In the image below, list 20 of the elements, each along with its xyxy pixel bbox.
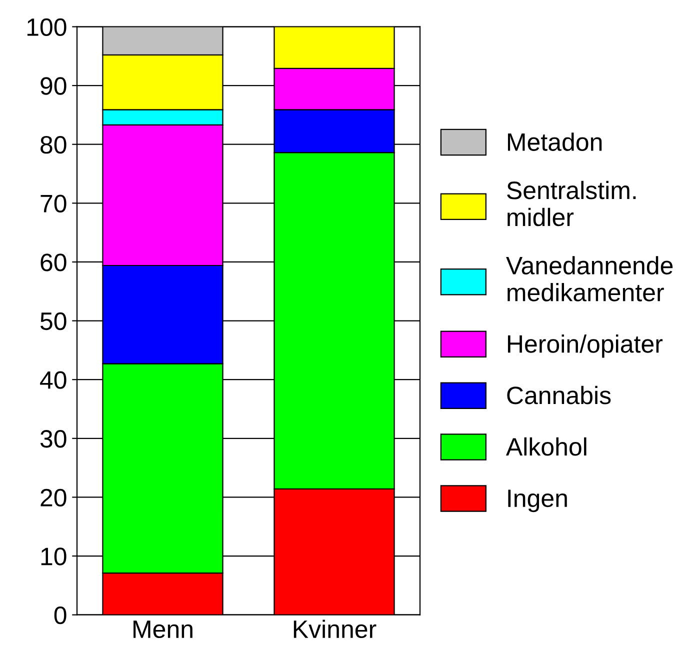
y-tick-label: 10: [41, 548, 66, 566]
legend-label: Alkohol: [506, 437, 586, 456]
legend-label: Heroin/opiater: [508, 334, 663, 358]
legend-label: Metadon: [508, 132, 602, 151]
y-tick-label: 100: [27, 18, 66, 36]
legend-label: Cannabis: [507, 386, 611, 404]
legend-label: Ingen: [508, 490, 567, 512]
y-tick-label: 30: [40, 430, 66, 448]
legend-label: Sentralstim. midler: [507, 180, 636, 226]
y-tick-label: 20: [40, 488, 66, 507]
legend-label: Vanedannende medikamenter: [506, 256, 673, 302]
x-tick-label: Kvinner: [294, 620, 376, 638]
y-tick-label: 40: [40, 371, 66, 389]
y-tick-label: 0: [54, 606, 66, 624]
y-tick-label: 70: [40, 194, 66, 212]
y-tick-label: 60: [40, 254, 66, 272]
x-tick-label: Menn: [134, 620, 192, 638]
y-tick-label: 90: [40, 77, 66, 95]
y-tick-label: 80: [40, 136, 66, 154]
y-tick-label: 50: [40, 312, 66, 330]
